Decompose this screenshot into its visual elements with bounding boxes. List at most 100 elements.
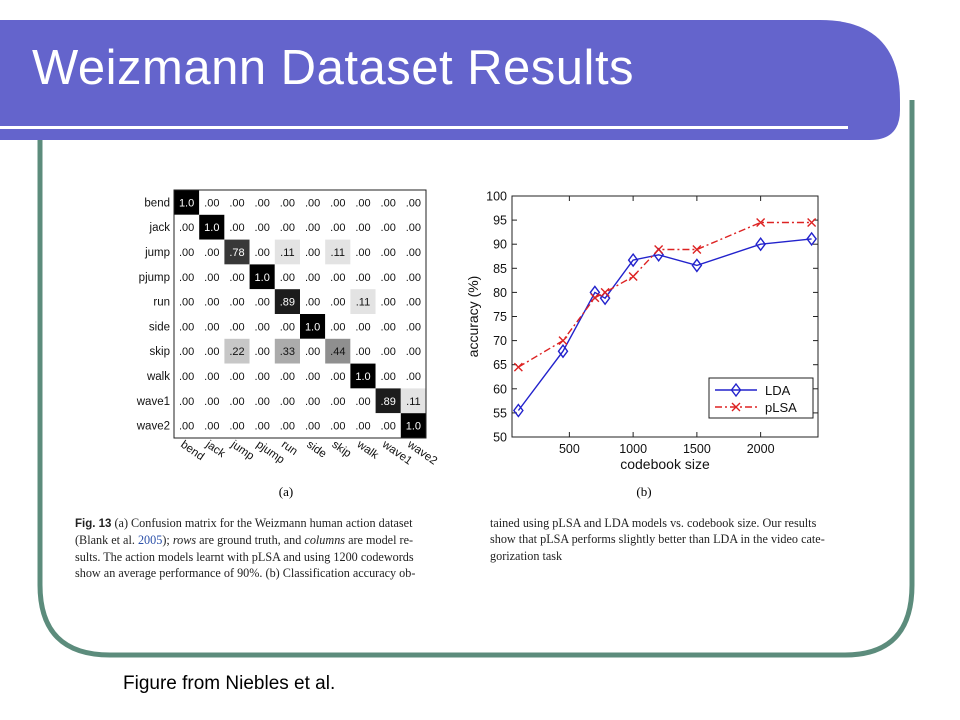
cm-cell-label: 1.0 xyxy=(179,197,194,209)
x-tick-label: 500 xyxy=(559,442,580,456)
x-tick-label: 1500 xyxy=(683,442,711,456)
cm-cell-label: .00 xyxy=(381,421,396,433)
y-tick-label: 70 xyxy=(493,334,507,348)
cm-cell xyxy=(400,338,426,364)
lda-point xyxy=(513,403,524,418)
cm-cell xyxy=(400,190,426,215)
lda-point xyxy=(806,231,817,247)
cm-cell xyxy=(325,363,351,389)
cm-cell-label: .33 xyxy=(280,346,295,358)
cm-cell xyxy=(350,363,376,389)
cm-cell-label: .00 xyxy=(179,297,194,309)
cm-cell-label: .00 xyxy=(204,247,219,259)
cm-cell-label: .00 xyxy=(381,222,396,234)
y-tick-label: 90 xyxy=(493,238,507,252)
cm-col-label: jack xyxy=(203,438,228,460)
cm-cell-label: .00 xyxy=(204,421,219,433)
caption-text: are ground truth, and xyxy=(196,533,305,548)
cm-cell-label: .00 xyxy=(255,247,270,259)
cm-cell-label: .00 xyxy=(179,321,194,333)
cm-cell xyxy=(300,264,326,290)
cm-cell xyxy=(274,388,300,414)
caption-line: show an average performance of 90%. (b) … xyxy=(75,565,415,581)
cm-cell xyxy=(199,239,225,265)
cm-cell xyxy=(274,314,300,339)
cm-cell-label: .00 xyxy=(330,272,345,284)
cm-cell-label: .11 xyxy=(356,297,370,309)
cm-cell xyxy=(274,363,300,389)
caption-line: show that pLSA performs slightly better … xyxy=(490,531,825,547)
y-axis-label: accuracy (%) xyxy=(465,276,481,358)
cm-cell-label: .00 xyxy=(355,272,370,284)
cm-cell xyxy=(199,413,225,438)
cm-cell-label: .00 xyxy=(229,197,244,209)
cm-cell-label: .00 xyxy=(255,371,270,383)
slide-title: Weizmann Dataset Results xyxy=(32,41,635,95)
plsa-point xyxy=(513,362,523,372)
cm-cell xyxy=(350,239,376,265)
cm-cell-label: 1.0 xyxy=(305,321,320,333)
cm-cell xyxy=(174,314,200,339)
cm-cell xyxy=(224,264,250,290)
lda-line xyxy=(517,238,812,411)
cm-cell xyxy=(274,239,300,265)
cm-cell xyxy=(274,338,300,364)
cm-cell-label: .00 xyxy=(204,197,219,209)
cm-cell xyxy=(350,338,376,364)
cm-cell xyxy=(350,214,376,240)
confusion-matrix: 1.0 .00 .00 .00 .00 .00 .00 .00 .00 .00 bend .00 1.0… xyxy=(136,189,439,468)
cm-cell-label: .00 xyxy=(204,297,219,309)
cm-cell-label: .00 xyxy=(330,197,345,209)
caption-text: sults. The action models learnt with pLS… xyxy=(75,549,414,564)
cm-row-label: walk xyxy=(146,371,170,383)
caption-line: (Blank et al. 2005); rows are ground tru… xyxy=(75,532,415,548)
cm-cell xyxy=(325,314,351,339)
caption-text: are model re- xyxy=(345,533,414,548)
cm-cell-label: .00 xyxy=(179,396,194,408)
cm-cell xyxy=(224,289,250,314)
caption-text: 2005 xyxy=(137,533,163,548)
plsa-point xyxy=(654,245,664,254)
lda-point xyxy=(627,252,639,268)
cm-cell-label: .78 xyxy=(229,247,244,259)
cm-cell xyxy=(300,214,326,240)
cm-cell xyxy=(400,413,426,438)
cm-cell-label: .00 xyxy=(179,371,194,383)
cm-cell xyxy=(325,289,351,314)
cm-cell-label: .00 xyxy=(406,222,421,234)
cm-cell-label: .00 xyxy=(204,371,219,383)
cm-cell-label: .00 xyxy=(381,272,396,284)
plsa-point xyxy=(628,271,638,281)
cm-cell-label: .00 xyxy=(381,346,396,358)
cm-cell-label: .22 xyxy=(229,346,244,358)
cm-cell xyxy=(199,264,225,290)
plsa-point xyxy=(590,293,600,303)
cm-cell-label: .89 xyxy=(381,396,396,408)
cm-cell-label: .00 xyxy=(305,222,320,234)
figure-credit: Figure from Niebles et al. xyxy=(123,673,336,694)
cm-cell xyxy=(400,314,426,339)
y-tick-label: 100 xyxy=(486,190,507,204)
cm-cell-label: .00 xyxy=(406,346,421,358)
cm-cell xyxy=(400,363,426,389)
cm-cell xyxy=(300,363,326,389)
cm-cell xyxy=(224,239,250,265)
cm-col-label: walk xyxy=(354,438,381,462)
accuracy-line-chart: 50 55 60 65 70 75 80 85 90 95 100 500 1000 1500 2000 co… xyxy=(465,190,819,472)
y-tick-label: 65 xyxy=(493,358,507,372)
caption-text: ); xyxy=(162,533,173,548)
cm-cell-label: .00 xyxy=(280,396,295,408)
cm-cell-label: .00 xyxy=(381,197,396,209)
y-tick-label: 60 xyxy=(493,382,507,396)
cm-cell xyxy=(249,314,275,339)
cm-cell-label: .00 xyxy=(381,297,396,309)
cm-col-label: jump xyxy=(228,438,256,463)
cm-cell xyxy=(249,190,275,215)
cm-cell xyxy=(375,289,401,314)
cm-cell xyxy=(249,388,275,414)
cm-cell-label: .00 xyxy=(406,247,421,259)
plsa-point xyxy=(558,336,568,346)
cm-cell xyxy=(199,289,225,314)
cm-cell-label: .00 xyxy=(179,346,194,358)
